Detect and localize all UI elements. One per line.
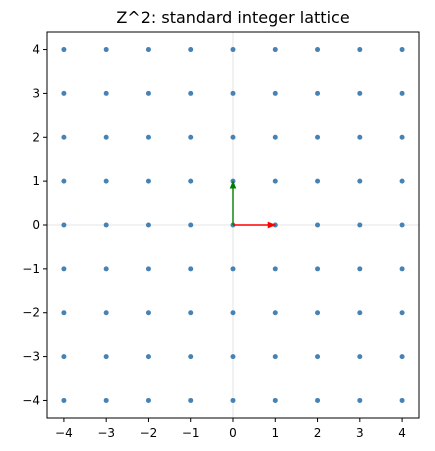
lattice-point — [272, 90, 278, 96]
lattice-point — [230, 134, 236, 140]
y-tick-label: 4 — [32, 43, 40, 57]
lattice-point — [230, 47, 236, 53]
lattice-point — [61, 222, 67, 228]
lattice-point — [188, 178, 194, 184]
lattice-point — [188, 90, 194, 96]
lattice-point — [399, 47, 405, 53]
lattice-point — [61, 354, 67, 360]
lattice-point — [61, 47, 67, 53]
x-tick-label: −2 — [140, 426, 158, 440]
lattice-point — [230, 354, 236, 360]
lattice-point — [103, 222, 109, 228]
lattice-point — [272, 134, 278, 140]
x-tick-label: −1 — [182, 426, 200, 440]
lattice-point — [145, 178, 151, 184]
lattice-point — [103, 47, 109, 53]
lattice-point — [357, 90, 363, 96]
lattice-point — [399, 134, 405, 140]
lattice-point — [188, 134, 194, 140]
lattice-point — [103, 90, 109, 96]
lattice-point — [61, 266, 67, 272]
lattice-point — [103, 134, 109, 140]
x-tick-label: −4 — [55, 426, 73, 440]
lattice-point — [315, 310, 321, 316]
lattice-point — [188, 266, 194, 272]
x-tick-label: 2 — [314, 426, 322, 440]
lattice-point — [103, 354, 109, 360]
lattice-point — [145, 134, 151, 140]
lattice-point — [357, 178, 363, 184]
y-tick-label: 2 — [32, 130, 40, 144]
lattice-point — [357, 310, 363, 316]
x-tick-label: −3 — [97, 426, 115, 440]
lattice-point — [188, 397, 194, 403]
lattice-point — [272, 397, 278, 403]
lattice-point — [61, 90, 67, 96]
lattice-point — [145, 222, 151, 228]
lattice-point — [315, 354, 321, 360]
lattice-point — [230, 90, 236, 96]
lattice-point — [61, 178, 67, 184]
lattice-point — [315, 134, 321, 140]
x-tick-label: 4 — [398, 426, 406, 440]
lattice-point — [399, 90, 405, 96]
lattice-point — [188, 354, 194, 360]
lattice-point — [61, 310, 67, 316]
lattice-point — [399, 310, 405, 316]
x-tick-label: 0 — [229, 426, 237, 440]
lattice-point — [315, 266, 321, 272]
lattice-point — [315, 90, 321, 96]
lattice-point — [145, 47, 151, 53]
lattice-point — [188, 47, 194, 53]
lattice-point — [272, 47, 278, 53]
x-tick-label: 3 — [356, 426, 364, 440]
lattice-point — [145, 90, 151, 96]
lattice-point — [399, 266, 405, 272]
x-tick-label: 1 — [271, 426, 279, 440]
lattice-point — [103, 310, 109, 316]
y-tick-label: 1 — [32, 174, 40, 188]
lattice-point — [145, 310, 151, 316]
lattice-point — [103, 397, 109, 403]
lattice-point — [399, 397, 405, 403]
y-tick-label: 3 — [32, 86, 40, 100]
lattice-point — [272, 178, 278, 184]
lattice-point — [145, 397, 151, 403]
lattice-point — [61, 397, 67, 403]
lattice-point — [315, 178, 321, 184]
lattice-point — [230, 310, 236, 316]
lattice-point — [357, 47, 363, 53]
lattice-point — [272, 310, 278, 316]
lattice-point — [272, 266, 278, 272]
lattice-point — [230, 266, 236, 272]
lattice-point — [145, 266, 151, 272]
chart-title: Z^2: standard integer lattice — [116, 8, 349, 27]
lattice-point — [399, 178, 405, 184]
lattice-point — [230, 397, 236, 403]
y-tick-label: 0 — [32, 218, 40, 232]
lattice-point — [103, 266, 109, 272]
lattice-point — [357, 397, 363, 403]
lattice-point — [188, 310, 194, 316]
lattice-point — [357, 134, 363, 140]
lattice-point — [315, 222, 321, 228]
lattice-point — [103, 178, 109, 184]
y-tick-label: −1 — [22, 262, 40, 276]
lattice-point — [188, 222, 194, 228]
y-tick-label: −4 — [22, 393, 40, 407]
lattice-point — [272, 354, 278, 360]
y-tick-label: −3 — [22, 350, 40, 364]
lattice-point — [315, 397, 321, 403]
lattice-point — [399, 354, 405, 360]
y-tick-label: −2 — [22, 306, 40, 320]
lattice-point — [357, 222, 363, 228]
lattice-point — [357, 266, 363, 272]
lattice-point — [61, 134, 67, 140]
lattice-point — [315, 47, 321, 53]
lattice-point — [357, 354, 363, 360]
lattice-point — [145, 354, 151, 360]
lattice-point — [399, 222, 405, 228]
